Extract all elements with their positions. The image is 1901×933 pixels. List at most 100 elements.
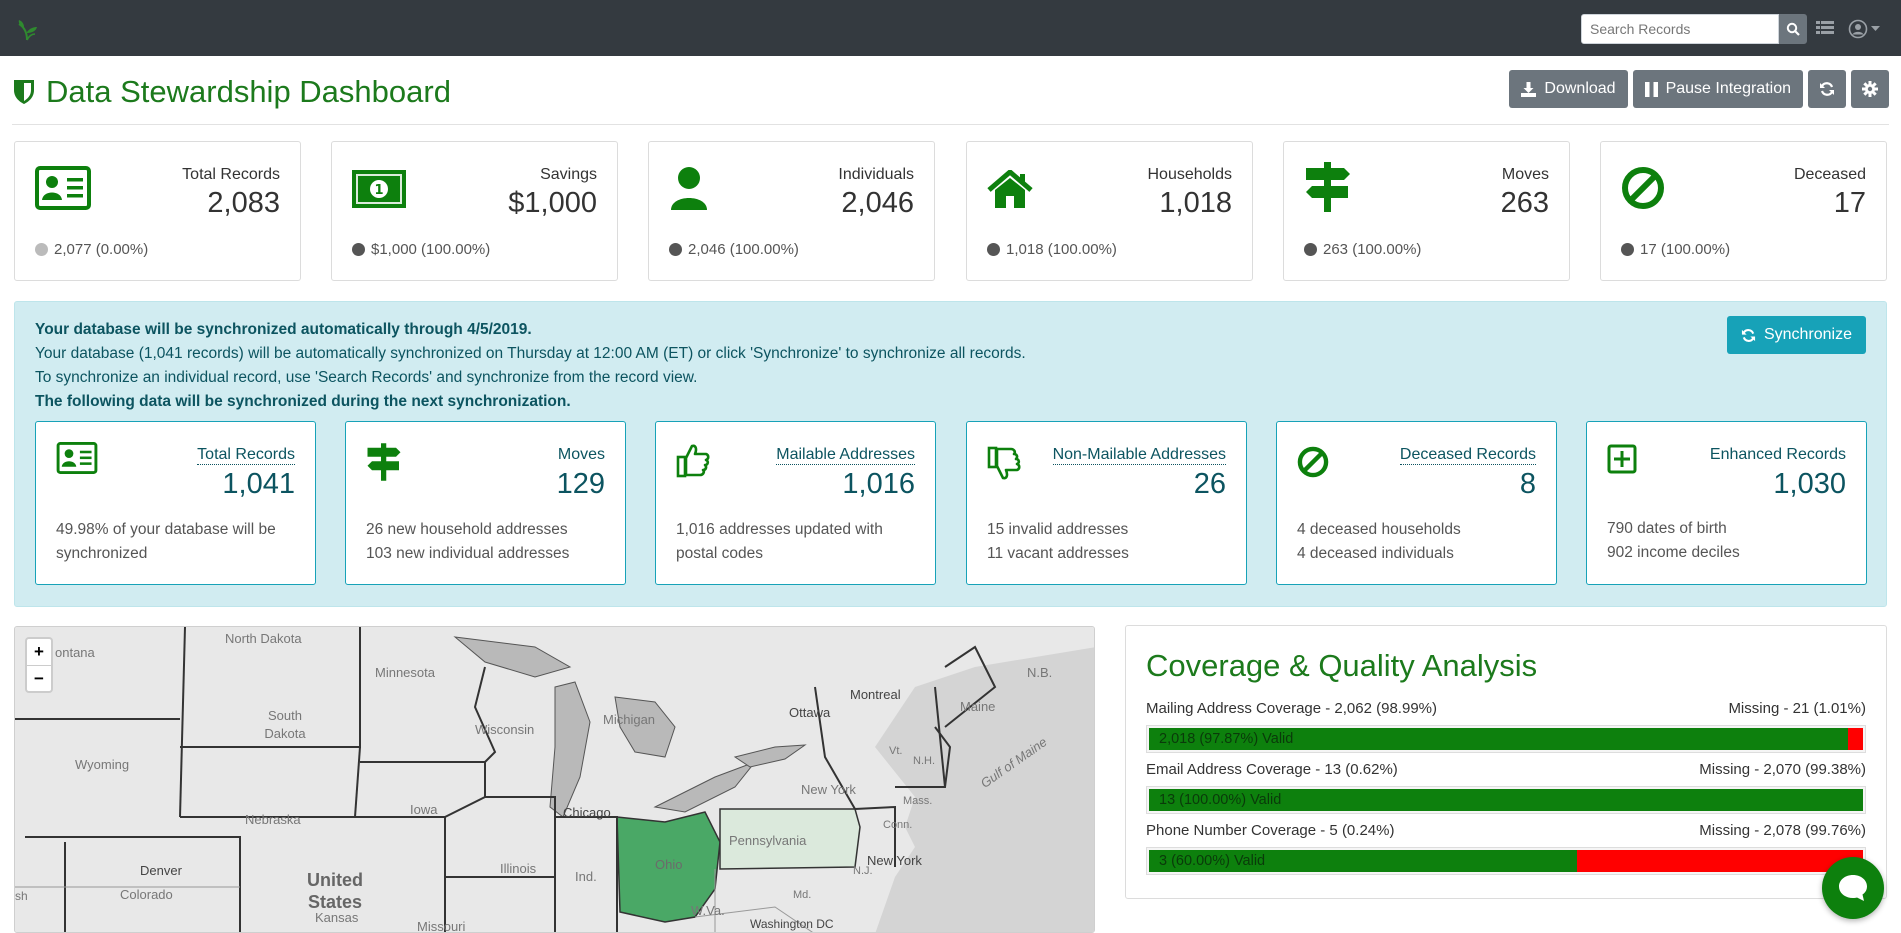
email-coverage-bar[interactable]: 13 (100.00%) Valid [1146,786,1866,814]
map-label: New York [867,853,922,868]
sync-card-label[interactable]: Moves [557,446,605,463]
map-label: N.B. [1027,665,1053,680]
home-icon [987,170,1033,208]
sync-card-enhanced-records[interactable]: Enhanced Records 1,030 790 dates of birt… [1586,421,1867,585]
status-dot [352,243,365,256]
zoom-out-button[interactable]: − [27,665,51,691]
download-button[interactable]: Download [1509,70,1628,108]
missing-segment [1577,850,1863,872]
plus-square-icon [1607,444,1637,474]
pause-integration-label: Pause Integration [1665,80,1791,97]
sync-card-footer: 15 invalid addresses 11 vacant addresses [987,518,1227,566]
stat-card-moves[interactable]: Moves 263 263 (100.00%) [1283,141,1570,281]
stat-card-savings[interactable]: 1 Savings $1,000 $1,000 (100.00%) [331,141,618,281]
stat-card-deceased[interactable]: Deceased 17 17 (100.00%) [1600,141,1887,281]
sync-card-label[interactable]: Total Records [197,446,295,465]
map-label: Ohio [655,857,683,872]
page-header: Data Stewardship Dashboard [12,70,451,114]
list-view-icon[interactable] [1816,20,1834,36]
bar-text: 2,018 (97.87%) Valid [1159,731,1294,747]
sync-card-footer-line: 902 income deciles [1607,544,1740,561]
coverage-label: Email Address Coverage - 13 (0.62%) [1146,761,1398,778]
sync-schedule-heading: Your database will be synchronized autom… [35,321,532,338]
stat-footer-text: 2,077 (0.00%) [54,241,149,258]
sync-card-moves[interactable]: Moves 129 26 new household addresses 103… [345,421,626,585]
records-map[interactable]: + − North Dakota ontana Minnesota South … [14,626,1095,933]
map-label: Nebraska [245,812,301,827]
sync-card-label[interactable]: Enhanced Records [1709,446,1846,463]
valid-segment [1149,789,1863,811]
phone-coverage-bar[interactable]: 3 (60.00%) Valid [1146,847,1866,875]
stat-value: $1,000 [508,187,597,219]
map-label: N.J. [853,865,873,877]
stat-label: Deceased [1793,166,1866,183]
map-label: Missouri [417,919,466,933]
stat-footer-text: $1,000 (100.00%) [371,241,491,258]
header-divider [12,124,1889,125]
synchronize-label: Synchronize [1763,326,1852,343]
stat-value: 1,018 [1159,187,1232,219]
sync-card-value: 129 [556,468,605,500]
map-label: Minnesota [375,665,435,680]
signpost-icon [1306,162,1350,212]
stat-footer: 2,046 (100.00%) [669,241,799,258]
refresh-button[interactable] [1808,70,1846,108]
sync-card-value: 1,041 [222,468,295,500]
stat-footer: $1,000 (100.00%) [352,241,490,258]
sync-card-deceased-records[interactable]: Deceased Records 8 4 deceased households… [1276,421,1557,585]
synchronize-button[interactable]: Synchronize [1726,316,1866,354]
stat-footer: 2,077 (0.00%) [35,241,148,258]
mailing-coverage-bar[interactable]: 2,018 (97.87%) Valid [1146,725,1866,753]
refresh-icon [1741,328,1756,342]
sync-individual-hint: To synchronize an individual record, use… [35,369,698,386]
missing-label: Missing - 2,078 (99.76%) [1699,822,1866,839]
zoom-in-button[interactable]: + [34,642,44,661]
stat-value: 2,046 [841,187,914,219]
leaf-logo-icon[interactable] [14,18,40,42]
id-card-icon [35,166,91,210]
stat-label: Households [1147,166,1233,183]
sync-card-footer-line: 4 deceased households [1297,521,1461,538]
stat-card-households[interactable]: Households 1,018 1,018 (100.00%) [966,141,1253,281]
search-bar [1581,14,1807,44]
sync-card-total-records[interactable]: Total Records 1,041 49.98% of your datab… [35,421,316,585]
pause-integration-button[interactable]: Pause Integration [1632,70,1803,108]
stat-value: 2,083 [207,187,280,219]
sync-card-label[interactable]: Mailable Addresses [776,446,915,465]
gear-icon [1862,81,1878,97]
money-bill-icon: 1 [352,170,406,208]
stat-footer-text: 17 (100.00%) [1640,241,1731,258]
settings-button[interactable] [1851,70,1889,108]
valid-segment [1149,850,1578,872]
chat-launcher-button[interactable] [1822,857,1884,919]
coverage-label: Phone Number Coverage - 5 (0.24%) [1146,822,1395,839]
map-label: sh [15,889,28,903]
status-dot [1304,243,1317,256]
pause-icon [1644,81,1658,97]
status-dot [35,243,48,256]
stat-footer-text: 2,046 (100.00%) [688,241,799,258]
sync-card-footer: 4 deceased households 4 deceased individ… [1297,518,1537,566]
sync-card-label[interactable]: Deceased Records [1399,446,1536,465]
map-label: Wyoming [75,757,130,772]
sync-card-footer: 1,016 addresses updated with postal code… [676,518,916,566]
thumbs-down-icon [987,446,1021,480]
map-label: United States [307,870,363,912]
sync-card-non-mailable-addresses[interactable]: Non-Mailable Addresses 26 15 invalid add… [966,421,1247,585]
coverage-quality-panel: Coverage & Quality Analysis Mailing Addr… [1125,625,1887,899]
map-canvas[interactable] [15,627,1095,933]
stat-card-total-records[interactable]: Total Records 2,083 2,077 (0.00%) [14,141,301,281]
sync-card-footer-line: 103 new individual addresses [366,545,570,562]
sync-card-mailable-addresses[interactable]: Mailable Addresses 1,016 1,016 addresses… [655,421,936,585]
sync-card-footer: 26 new household addresses 103 new indiv… [366,518,606,566]
user-menu[interactable] [1848,18,1882,40]
sync-card-label[interactable]: Non-Mailable Addresses [1052,446,1226,465]
map-label: North Dakota [225,631,302,646]
bar-text: 13 (100.00%) Valid [1159,792,1282,808]
search-button[interactable] [1779,14,1807,44]
map-label: Chicago [563,805,611,820]
stat-card-individuals[interactable]: Individuals 2,046 2,046 (100.00%) [648,141,935,281]
search-input[interactable] [1581,14,1779,44]
shield-icon [14,80,34,104]
download-label: Download [1544,80,1616,97]
